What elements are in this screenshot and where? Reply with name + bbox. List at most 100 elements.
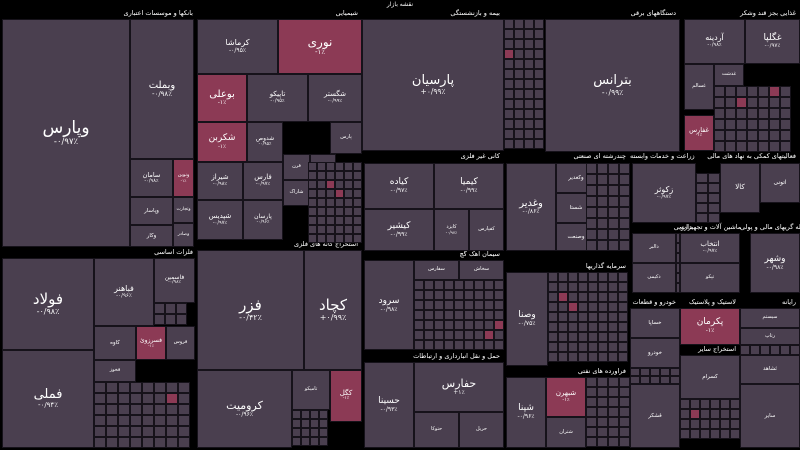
- treemap-cell[interactable]: [736, 86, 747, 97]
- treemap-cell[interactable]: [454, 330, 464, 340]
- treemap-cell[interactable]: [504, 89, 514, 99]
- treemap-cell[interactable]: [308, 162, 317, 171]
- treemap-cell[interactable]: [696, 173, 708, 183]
- treemap-cell[interactable]: [434, 290, 444, 300]
- treemap-cell[interactable]: [301, 410, 310, 419]
- treemap-cell[interactable]: [464, 310, 474, 320]
- treemap-cell[interactable]: [558, 322, 568, 332]
- treemap-cell[interactable]: [758, 130, 769, 141]
- treemap-cell[interactable]: [534, 79, 544, 89]
- treemap-cell[interactable]: [619, 387, 630, 397]
- treemap-cell[interactable]: [464, 320, 474, 330]
- treemap-cell[interactable]: [676, 263, 680, 273]
- treemap-cell[interactable]: [608, 342, 618, 352]
- treemap-cell[interactable]: [568, 272, 578, 282]
- treemap-cell[interactable]: [154, 404, 166, 415]
- treemap-cell[interactable]: [118, 393, 130, 404]
- treemap-cell[interactable]: [769, 119, 780, 130]
- treemap-cell[interactable]: [454, 340, 464, 350]
- treemap-cell[interactable]: [464, 290, 474, 300]
- treemap-cell[interactable]: [578, 312, 588, 322]
- treemap-cell[interactable]: [308, 234, 317, 243]
- treemap-cell[interactable]: [769, 130, 780, 141]
- treemap-cell[interactable]: [676, 253, 680, 263]
- treemap-tile[interactable]: پارسان -۰/۹۶٪: [243, 200, 283, 240]
- treemap-cell[interactable]: [424, 340, 434, 350]
- treemap-cell[interactable]: [690, 409, 700, 419]
- treemap-cell[interactable]: [736, 108, 747, 119]
- treemap-cell[interactable]: [630, 376, 640, 384]
- treemap-cell[interactable]: [586, 377, 597, 387]
- treemap-cell[interactable]: [769, 86, 780, 97]
- treemap-tile[interactable]: رتاپ: [740, 328, 800, 345]
- treemap-cell[interactable]: [504, 69, 514, 79]
- treemap-cell[interactable]: [598, 332, 608, 342]
- treemap-cell[interactable]: [670, 376, 680, 384]
- treemap-cell[interactable]: [597, 185, 608, 196]
- treemap-cell[interactable]: [619, 185, 630, 196]
- treemap-cell[interactable]: [106, 415, 118, 426]
- treemap-cell[interactable]: [714, 86, 725, 97]
- treemap-cell[interactable]: [597, 207, 608, 218]
- treemap-cell[interactable]: [317, 171, 326, 180]
- treemap-cell[interactable]: [292, 419, 301, 428]
- treemap-cell[interactable]: [597, 218, 608, 229]
- treemap-cell[interactable]: [597, 397, 608, 407]
- treemap-tile[interactable]: وصادر: [173, 223, 194, 247]
- treemap-tile[interactable]: سامان -۰/۹۸٪: [130, 159, 173, 197]
- treemap-cell[interactable]: [444, 290, 454, 300]
- treemap-cell[interactable]: [504, 129, 514, 139]
- treemap-cell[interactable]: [598, 292, 608, 302]
- treemap-cell[interactable]: [130, 415, 142, 426]
- treemap-cell[interactable]: [586, 397, 597, 407]
- treemap-cell[interactable]: [434, 280, 444, 290]
- treemap-cell[interactable]: [568, 292, 578, 302]
- treemap-cell[interactable]: [588, 352, 598, 362]
- treemap-cell[interactable]: [598, 272, 608, 282]
- treemap-cell[interactable]: [335, 207, 344, 216]
- treemap-cell[interactable]: [142, 393, 154, 404]
- treemap-cell[interactable]: [504, 139, 514, 149]
- treemap-cell[interactable]: [514, 99, 524, 109]
- treemap-cell[interactable]: [524, 99, 534, 109]
- treemap-cell[interactable]: [534, 59, 544, 69]
- treemap-cell[interactable]: [736, 130, 747, 141]
- treemap-cell[interactable]: [558, 282, 568, 292]
- treemap-tile[interactable]: حریل: [459, 412, 504, 448]
- treemap-cell[interactable]: [494, 300, 504, 310]
- treemap-cell[interactable]: [568, 352, 578, 362]
- treemap-cell[interactable]: [586, 174, 597, 185]
- treemap-tile[interactable]: زکوثر -۰/۹۷٪: [632, 163, 696, 223]
- treemap-cell[interactable]: [650, 376, 660, 384]
- treemap-cell[interactable]: [548, 312, 558, 322]
- treemap-tile[interactable]: پارس: [330, 122, 362, 154]
- treemap-tile[interactable]: کیشیر -۰/۹۹٪: [364, 209, 434, 251]
- treemap-tile[interactable]: شاراک: [283, 180, 310, 206]
- treemap-tile[interactable]: فسرزوئ -۱٪: [136, 326, 166, 360]
- treemap-cell[interactable]: [434, 310, 444, 320]
- treemap-cell[interactable]: [344, 225, 353, 234]
- treemap-cell[interactable]: [710, 419, 720, 429]
- treemap-cell[interactable]: [326, 207, 335, 216]
- treemap-cell[interactable]: [319, 428, 328, 437]
- treemap-cell[interactable]: [118, 404, 130, 415]
- treemap-cell[interactable]: [178, 393, 190, 404]
- treemap-cell[interactable]: [344, 216, 353, 225]
- treemap-cell[interactable]: [524, 79, 534, 89]
- treemap-cell[interactable]: [725, 86, 736, 97]
- treemap-cell[interactable]: [780, 119, 791, 130]
- treemap-cell[interactable]: [504, 19, 514, 29]
- treemap-cell[interactable]: [424, 280, 434, 290]
- treemap-cell[interactable]: [710, 429, 720, 439]
- treemap-tile[interactable]: غگلپا -۰/۹۷٪: [745, 19, 800, 64]
- treemap-cell[interactable]: [335, 234, 344, 243]
- treemap-cell[interactable]: [586, 407, 597, 417]
- treemap-cell[interactable]: [154, 437, 166, 448]
- treemap-cell[interactable]: [301, 428, 310, 437]
- treemap-cell[interactable]: [504, 29, 514, 39]
- treemap-tile[interactable]: غسالم: [684, 64, 714, 110]
- treemap-cell[interactable]: [736, 97, 747, 108]
- treemap-cell[interactable]: [514, 59, 524, 69]
- treemap-tile[interactable]: فزر -۰/۴۲٪: [197, 250, 304, 370]
- treemap-cell[interactable]: [730, 399, 740, 409]
